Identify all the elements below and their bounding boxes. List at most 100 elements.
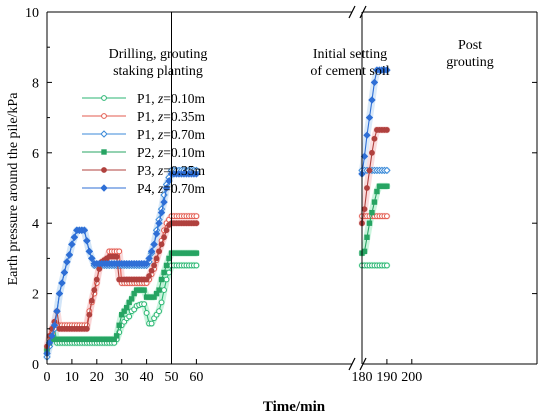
data-point bbox=[50, 321, 59, 329]
data-point bbox=[141, 301, 148, 308]
data-point bbox=[361, 206, 368, 213]
data-point bbox=[161, 269, 167, 276]
data-point bbox=[155, 219, 163, 227]
data-point bbox=[156, 287, 162, 293]
data-point bbox=[151, 262, 157, 269]
annotation-layer: Drilling, grouting staking planting Initia… bbox=[109, 38, 494, 79]
y-tick-label: 0 bbox=[32, 358, 39, 373]
legend-label: P1, z=0.70m bbox=[137, 127, 206, 142]
data-point bbox=[363, 131, 371, 139]
data-point bbox=[364, 185, 370, 191]
series-5 bbox=[43, 66, 391, 358]
data-point bbox=[366, 220, 373, 226]
data-point bbox=[101, 167, 107, 173]
x-axis-break-mark-top-a bbox=[348, 5, 356, 19]
x-axis-break-mark-bottom-b bbox=[359, 357, 367, 371]
data-point bbox=[369, 209, 375, 216]
phase-annotation-1: Initial setting of cement soil bbox=[310, 47, 389, 79]
y-tick-label: 2 bbox=[32, 288, 39, 303]
data-point bbox=[384, 213, 390, 220]
x-tick-label: 20 bbox=[90, 370, 104, 385]
series-markers bbox=[44, 127, 390, 350]
data-point bbox=[85, 247, 94, 256]
data-point bbox=[101, 113, 107, 119]
data-point bbox=[142, 259, 151, 268]
legend-label: P1, z=0.10m bbox=[137, 91, 206, 106]
data-point bbox=[157, 208, 166, 217]
y-tick-label: 6 bbox=[32, 147, 39, 162]
data-point bbox=[114, 333, 120, 339]
legend-label: P2, z=0.10m bbox=[137, 145, 206, 160]
x-tick-label: 50 bbox=[165, 370, 179, 385]
legend-item-1: P1, z=0.35m bbox=[82, 109, 206, 124]
axis-layer: 0 2 4 6 8 10 0 10 20 30 40 50 60 180 190 200 bbox=[25, 5, 538, 385]
data-point bbox=[160, 198, 168, 206]
phase-annotation-0: Drilling, grouting staking planting bbox=[109, 47, 208, 79]
legend-label: P3, z=0.35m bbox=[137, 163, 206, 178]
legend-item-0: P1, z=0.10m bbox=[82, 91, 206, 106]
x-axis-break-mark-bottom-a bbox=[348, 357, 356, 371]
data-point bbox=[101, 95, 107, 101]
data-point bbox=[163, 276, 170, 283]
data-point bbox=[148, 320, 155, 327]
data-point bbox=[100, 130, 108, 138]
data-point bbox=[88, 254, 96, 263]
data-point bbox=[126, 313, 133, 320]
phase-annotation-line: Post bbox=[458, 38, 482, 53]
series-markers bbox=[43, 66, 391, 358]
legend-item-5: P4, z=0.70m bbox=[82, 181, 206, 196]
x-tick-label: 200 bbox=[401, 370, 422, 385]
phase-annotation-line: Drilling, grouting bbox=[109, 47, 208, 62]
data-point bbox=[101, 149, 107, 155]
data-point bbox=[93, 276, 100, 283]
legend-item-3: P2, z=0.10m bbox=[82, 145, 206, 160]
data-point bbox=[58, 279, 66, 287]
data-point bbox=[91, 287, 98, 293]
x-tick-label: 40 bbox=[140, 370, 154, 385]
data-point bbox=[148, 267, 155, 274]
data-point bbox=[371, 135, 378, 142]
y-axis-label: Earth pressure around the pile/kPa bbox=[6, 92, 21, 286]
data-point bbox=[68, 240, 76, 249]
data-point bbox=[384, 183, 390, 189]
data-point bbox=[80, 226, 89, 234]
phase-annotation-line: staking planting bbox=[113, 64, 203, 79]
data-point bbox=[193, 213, 200, 220]
data-point bbox=[383, 166, 391, 175]
data-point bbox=[370, 78, 379, 87]
data-point bbox=[369, 149, 375, 156]
data-point bbox=[141, 287, 147, 293]
x-tick-label: 60 bbox=[189, 370, 203, 385]
data-point bbox=[53, 307, 61, 315]
data-point bbox=[145, 254, 153, 263]
x-tick-label: 10 bbox=[65, 370, 79, 385]
data-point bbox=[193, 250, 200, 256]
data-point bbox=[143, 310, 150, 316]
data-point bbox=[162, 184, 171, 192]
data-point bbox=[146, 273, 152, 279]
data-point bbox=[123, 304, 130, 311]
x-tick-label: 190 bbox=[376, 370, 397, 385]
data-point bbox=[153, 255, 160, 262]
legend-item-4: P3, z=0.35m bbox=[82, 163, 206, 178]
data-point bbox=[383, 66, 391, 74]
legend-item-2: P1, z=0.70m bbox=[82, 127, 206, 142]
phase-annotation-2: Post grouting bbox=[446, 38, 493, 70]
x-axis-break-mark-top-b bbox=[359, 5, 367, 19]
data-point bbox=[361, 248, 368, 255]
data-point bbox=[65, 251, 74, 259]
data-point bbox=[166, 269, 172, 276]
data-point bbox=[70, 233, 79, 241]
data-point bbox=[60, 268, 69, 277]
data-point bbox=[100, 184, 108, 192]
data-point bbox=[88, 297, 95, 304]
data-point bbox=[158, 299, 165, 306]
data-point bbox=[161, 287, 167, 293]
legend-label: P1, z=0.35m bbox=[137, 109, 206, 124]
phase-divider-layer bbox=[171, 12, 363, 364]
data-point bbox=[158, 241, 165, 248]
data-point bbox=[192, 170, 201, 178]
